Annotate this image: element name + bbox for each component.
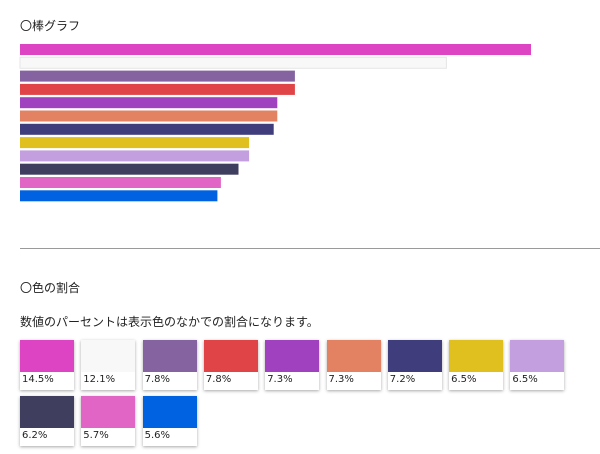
color-ratio-heading: 〇色の割合 [20, 281, 81, 295]
swatch-percentage-label: 14.5% [22, 374, 54, 385]
color-swatch-2: 12.1% [81, 340, 136, 390]
swatch-color-block [449, 340, 504, 372]
color-swatch-11: 5.7% [81, 396, 136, 446]
swatch-percentage-label: 7.3% [328, 374, 354, 385]
swatch-percentage-label: 7.2% [389, 374, 416, 385]
swatch-color-block [387, 340, 442, 372]
swatch-percentage-label: 7.8% [205, 374, 232, 385]
color-swatch-6: 7.3% [326, 340, 381, 390]
bar-1 [20, 44, 531, 55]
swatch-color-block [326, 340, 381, 372]
bar-6 [20, 110, 278, 122]
percentage-note: 数値のパーセントは表示色のなかでの割合になります。 [20, 315, 319, 329]
color-swatch-3: 7.8% [142, 340, 197, 390]
bar-3 [20, 70, 295, 82]
bar-5 [20, 97, 278, 109]
color-swatch-12: 5.6% [142, 396, 197, 446]
swatch-color-block [510, 340, 565, 372]
swatch-percentage-label: 7.8% [144, 374, 170, 385]
swatch-percentage-label: 5.6% [144, 430, 170, 441]
color-swatch-10: 6.2% [20, 396, 74, 446]
swatch-percentage-label: 5.7% [83, 430, 109, 441]
swatch-color-block [81, 396, 136, 428]
bar-4 [20, 83, 295, 95]
swatch-color-block [81, 340, 136, 372]
swatch-color-block [142, 396, 197, 428]
swatch-percentage-label: 6.5% [451, 374, 477, 385]
swatch-color-block [142, 340, 197, 372]
bar-8 [20, 137, 250, 149]
swatch-color-block [265, 340, 320, 372]
swatch-color-block [203, 340, 258, 372]
bar-chart [19, 44, 531, 202]
color-swatch-1: 14.5% [20, 340, 74, 390]
color-swatch-5: 7.3% [265, 340, 320, 390]
color-swatch-9: 6.5% [510, 340, 565, 390]
swatch-color-block [20, 396, 74, 428]
bar-12 [20, 190, 218, 202]
swatch-color-block [20, 340, 74, 372]
color-swatch-8: 6.5% [449, 340, 504, 390]
color-swatch-7: 7.2% [387, 340, 442, 390]
swatch-percentage-label: 12.1% [83, 374, 116, 385]
swatch-percentage-label: 6.5% [512, 374, 538, 385]
bar-10 [20, 163, 239, 175]
swatch-percentage-label: 7.3% [267, 374, 293, 385]
swatch-percentage-label: 6.2% [22, 430, 48, 441]
bar-7 [20, 123, 274, 135]
bar-11 [20, 177, 221, 188]
color-swatch-4: 7.8% [203, 340, 258, 390]
bar-9 [20, 150, 250, 162]
bar-2 [19, 56, 447, 69]
bar-chart-heading: 〇棒グラフ [20, 19, 81, 33]
section-divider [20, 248, 600, 249]
